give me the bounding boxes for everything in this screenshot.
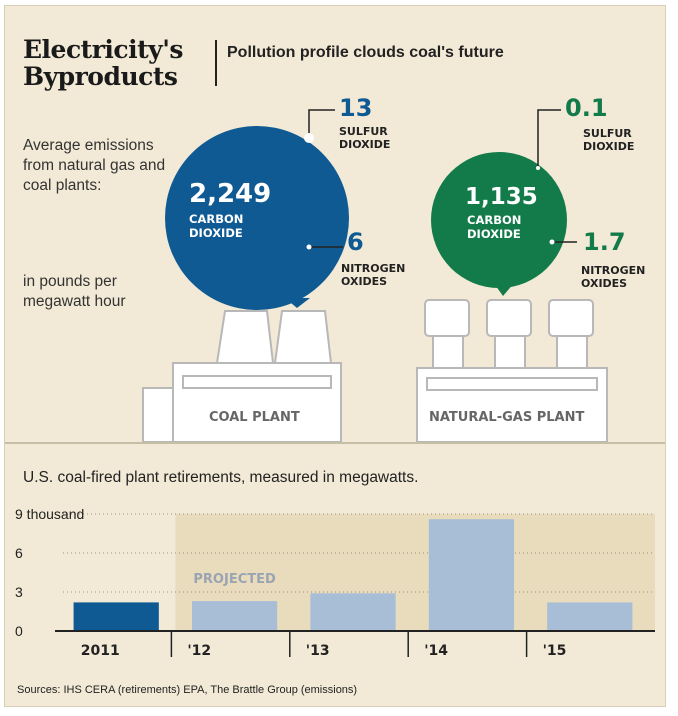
infographic: Electricity's Byproducts Pollution profi…	[4, 5, 666, 707]
y-tick-label: 9 thousand	[15, 506, 84, 522]
gas-so2-dot	[536, 166, 540, 170]
gas-bubble-pointer	[493, 282, 515, 296]
gas-plant-building	[416, 299, 608, 443]
title-divider	[215, 40, 217, 86]
gas-so2-label: SULFUR DIOXIDE	[583, 127, 634, 153]
coal-nox-label: NITROGEN OXIDES	[341, 262, 405, 288]
coal-co2-bubble	[165, 126, 349, 310]
coal-so2-dot	[304, 133, 314, 143]
coal-so2-value: 13	[339, 94, 373, 122]
gas-nox-dot	[549, 239, 555, 245]
coal-bubble-pointer	[285, 298, 310, 308]
category-label: '15	[543, 643, 567, 659]
bar-14	[428, 519, 515, 631]
coal-so2-label-line2: DIOXIDE	[339, 138, 391, 151]
category-label: '14	[424, 643, 448, 659]
coal-co2-label-line1: CARBON	[189, 212, 244, 226]
bar-12	[191, 601, 278, 631]
gas-so2-label-line2: DIOXIDE	[583, 140, 635, 153]
bar-15	[547, 602, 633, 631]
coal-so2-label: SULFUR DIOXIDE	[339, 125, 390, 151]
gas-co2-label-line2: DIOXIDE	[467, 227, 521, 241]
y-tick-label: 6	[15, 545, 23, 561]
page-subtitle: Pollution profile clouds coal's future	[227, 44, 504, 61]
gas-plant-label: NATURAL-GAS PLANT	[429, 410, 585, 425]
page-title: Electricity's Byproducts	[23, 36, 183, 90]
chart-title: U.S. coal-fired plant retirements, measu…	[23, 469, 419, 486]
y-tick-label: 3	[15, 584, 23, 600]
gas-nox-label-line1: NITROGEN	[581, 264, 646, 277]
coal-nox-value: 6	[347, 228, 364, 256]
emissions-description: Average emissions from natural gas and c…	[23, 137, 166, 194]
retirements-bar-chart: 0 3 6 9 thousand PROJECTED 2011 '12 '13 '14 '15	[15, 506, 655, 659]
category-label: '12	[187, 643, 211, 659]
gas-nox-value: 1.7	[583, 228, 626, 256]
coal-so2-leader	[308, 109, 335, 134]
gas-co2-value: 1,135	[465, 184, 538, 210]
bar-13	[310, 593, 396, 631]
gas-so2-label-line1: SULFUR	[583, 127, 632, 140]
category-label: '13	[306, 643, 330, 659]
gas-so2-leader	[537, 109, 561, 168]
gas-co2-bubble	[431, 152, 567, 288]
coal-plant-building	[142, 310, 342, 443]
coal-co2-label: CARBON DIOXIDE	[189, 212, 243, 240]
coal-nox-label-line1: NITROGEN	[341, 262, 406, 275]
category-label: 2011	[81, 643, 120, 659]
title-line-1: Electricity's	[23, 35, 183, 64]
gas-so2-value: 0.1	[565, 94, 608, 122]
gas-nox-label-line2: OXIDES	[581, 277, 628, 290]
sources-note: Sources: IHS CERA (retirements) EPA, The…	[17, 684, 358, 696]
coal-plant-label: COAL PLANT	[209, 410, 300, 425]
coal-co2-label-line2: DIOXIDE	[189, 226, 243, 240]
emissions-illustration	[5, 109, 665, 444]
gas-co2-label-line1: CARBON	[467, 213, 522, 227]
projected-label: PROJECTED	[193, 572, 276, 587]
coal-nox-label-line2: OXIDES	[341, 275, 388, 288]
emissions-units: in pounds per megawatt hour	[23, 273, 126, 310]
bar-2011	[73, 602, 159, 631]
coal-co2-value: 2,249	[189, 179, 272, 209]
gas-co2-label: CARBON DIOXIDE	[467, 213, 521, 241]
y-tick-label: 0	[15, 623, 23, 639]
coal-nox-dot	[306, 244, 312, 250]
coal-so2-label-line1: SULFUR	[339, 125, 388, 138]
title-line-2: Byproducts	[23, 62, 178, 91]
gas-nox-label: NITROGEN OXIDES	[581, 264, 645, 290]
